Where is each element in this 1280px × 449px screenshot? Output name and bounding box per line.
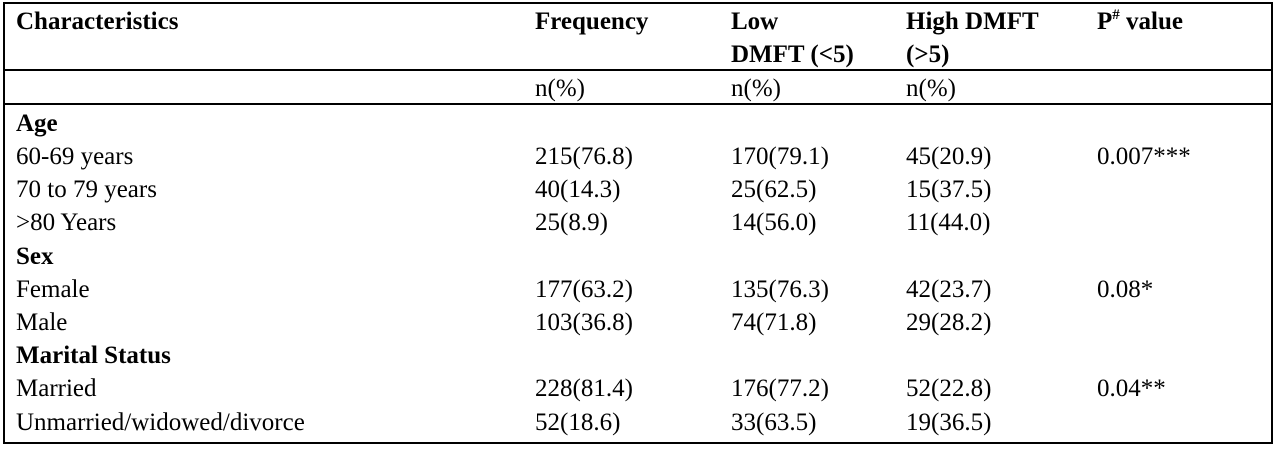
unit-low-dmft: n(%) bbox=[731, 75, 781, 102]
row-frequency: 52(18.6) bbox=[535, 409, 621, 436]
unit-frequency: n(%) bbox=[535, 75, 585, 102]
header-characteristics: Characteristics bbox=[16, 8, 179, 35]
row-p-value: 0.08* bbox=[1097, 276, 1154, 303]
header-p-suffix: value bbox=[1119, 8, 1183, 35]
row-characteristic: 60-69 years bbox=[16, 143, 134, 170]
row-characteristic: Married bbox=[16, 375, 97, 402]
row-low-dmft: 135(76.3) bbox=[731, 276, 829, 303]
table-frame bbox=[3, 2, 1273, 444]
row-characteristic: Male bbox=[16, 309, 68, 336]
row-frequency: 40(14.3) bbox=[535, 176, 621, 203]
header-divider bbox=[3, 69, 1273, 71]
units-divider bbox=[3, 103, 1273, 105]
row-frequency: 103(36.8) bbox=[535, 309, 633, 336]
row-characteristic: Unmarried/widowed/divorce bbox=[16, 409, 305, 436]
header-high-dmft-line2: (>5) bbox=[906, 41, 950, 68]
row-frequency: 25(8.9) bbox=[535, 209, 608, 236]
row-high-dmft: 11(44.0) bbox=[906, 209, 991, 236]
group-label-marital-status: Marital Status bbox=[16, 342, 171, 369]
header-low-dmft-line1: Low bbox=[731, 8, 779, 35]
group-label-sex: Sex bbox=[16, 243, 54, 270]
row-high-dmft: 29(28.2) bbox=[906, 309, 992, 336]
row-high-dmft: 45(20.9) bbox=[906, 143, 992, 170]
row-p-value: 0.04** bbox=[1097, 375, 1166, 402]
row-frequency: 177(63.2) bbox=[535, 276, 633, 303]
row-low-dmft: 14(56.0) bbox=[731, 209, 817, 236]
row-low-dmft: 176(77.2) bbox=[731, 375, 829, 402]
row-low-dmft: 25(62.5) bbox=[731, 176, 817, 203]
row-characteristic: Female bbox=[16, 276, 90, 303]
row-high-dmft: 42(23.7) bbox=[906, 276, 992, 303]
row-characteristic: 70 to 79 years bbox=[16, 176, 157, 203]
row-frequency: 215(76.8) bbox=[535, 143, 633, 170]
row-low-dmft: 33(63.5) bbox=[731, 409, 817, 436]
unit-high-dmft: n(%) bbox=[906, 75, 956, 102]
header-high-dmft-line1: High DMFT bbox=[906, 8, 1039, 35]
row-high-dmft: 19(36.5) bbox=[906, 409, 992, 436]
row-low-dmft: 74(71.8) bbox=[731, 309, 817, 336]
header-low-dmft-line2: DMFT (<5) bbox=[731, 41, 854, 68]
row-high-dmft: 15(37.5) bbox=[906, 176, 992, 203]
header-p-prefix: P bbox=[1097, 8, 1113, 35]
row-p-value: 0.007*** bbox=[1097, 143, 1191, 170]
row-low-dmft: 170(79.1) bbox=[731, 143, 829, 170]
row-high-dmft: 52(22.8) bbox=[906, 375, 992, 402]
header-p-value: P# value bbox=[1097, 5, 1183, 38]
header-frequency: Frequency bbox=[535, 8, 649, 35]
header-p-superscript: # bbox=[1112, 7, 1120, 23]
row-characteristic: >80 Years bbox=[16, 209, 117, 236]
group-label-age: Age bbox=[16, 110, 58, 137]
row-frequency: 228(81.4) bbox=[535, 375, 633, 402]
